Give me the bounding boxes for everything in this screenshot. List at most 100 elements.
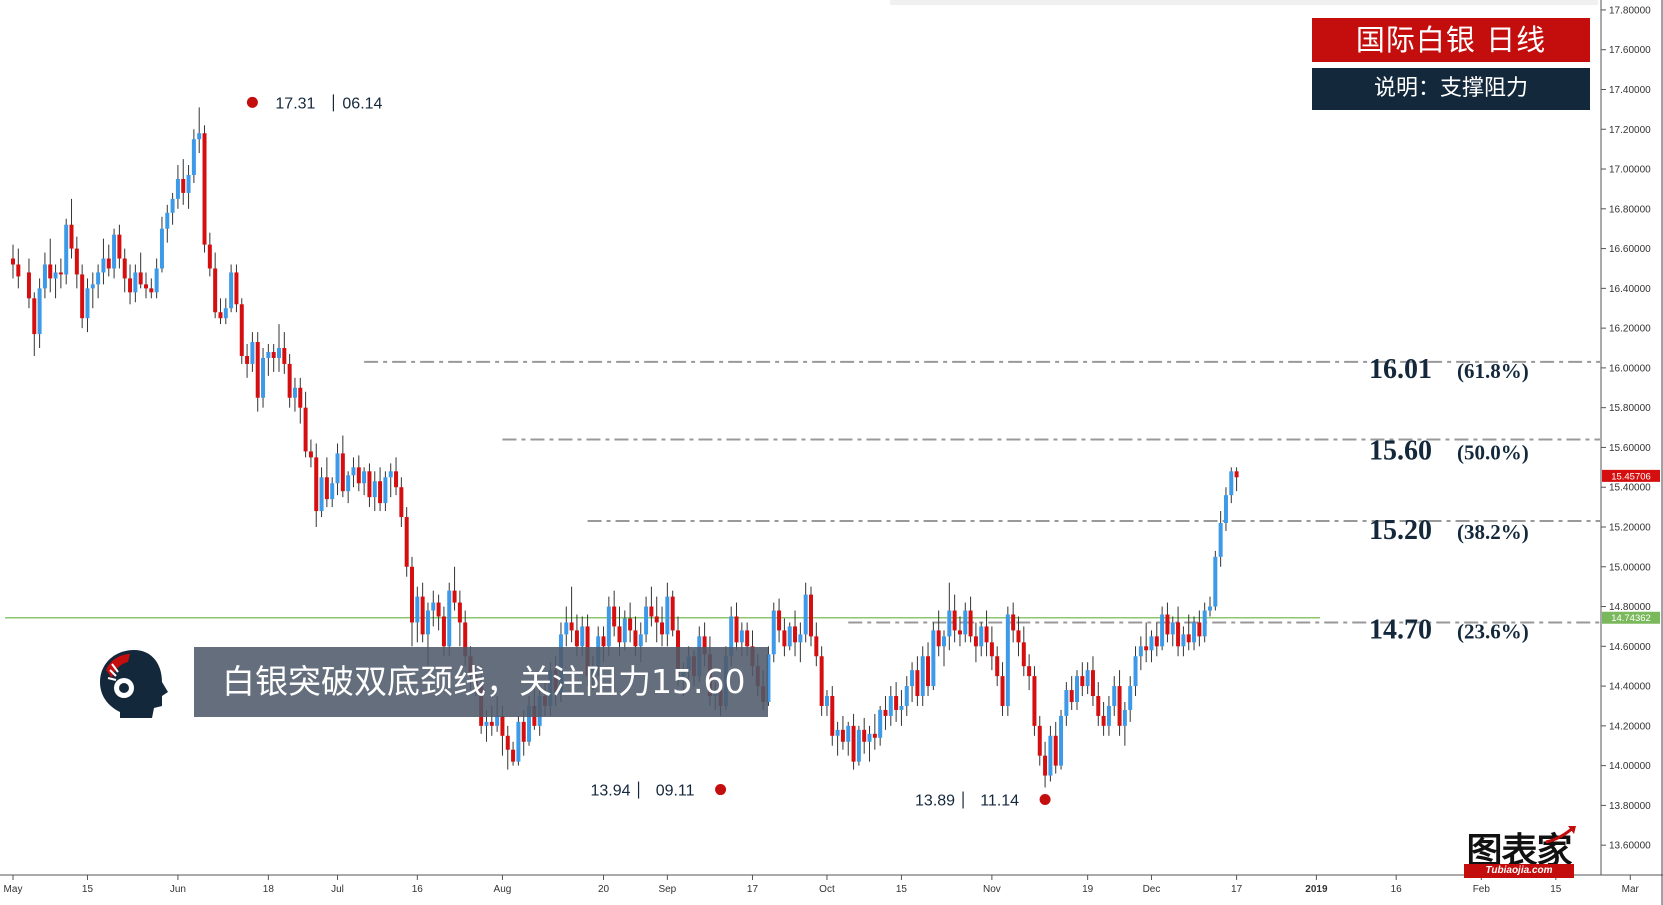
candle-body bbox=[1234, 471, 1239, 478]
candle-body bbox=[633, 630, 638, 647]
candle-body bbox=[1144, 646, 1149, 651]
candle-body bbox=[42, 264, 47, 289]
y-tick-label: 13.60000 bbox=[1609, 841, 1651, 852]
candle-body bbox=[989, 642, 994, 657]
candle-body bbox=[319, 477, 324, 512]
candle-body bbox=[1064, 690, 1069, 716]
candle-body bbox=[787, 626, 792, 647]
candle-body bbox=[1080, 676, 1085, 687]
candle-body bbox=[1011, 614, 1016, 631]
y-tick-label: 16.80000 bbox=[1609, 204, 1651, 215]
candle-body bbox=[207, 244, 212, 269]
candle-body bbox=[1075, 676, 1079, 702]
candle-body bbox=[1181, 634, 1186, 647]
candle-body bbox=[48, 264, 53, 279]
candle-body bbox=[170, 198, 175, 213]
candle-body bbox=[665, 596, 670, 635]
candle-body bbox=[782, 630, 787, 647]
candle-body bbox=[74, 248, 79, 275]
y-tick-label: 15.80000 bbox=[1609, 403, 1651, 414]
extreme-value-label: 17.31 bbox=[275, 95, 315, 112]
candle-body bbox=[1069, 690, 1074, 702]
candle-body bbox=[277, 348, 281, 358]
candle-body bbox=[1027, 666, 1032, 677]
y-tick-label: 14.40000 bbox=[1609, 682, 1651, 693]
candle-body bbox=[856, 729, 861, 762]
x-tick-label: 16 bbox=[412, 884, 424, 895]
extreme-value-label: 13.94 bbox=[591, 783, 631, 800]
x-tick-label: 20 bbox=[598, 884, 610, 895]
candle-body bbox=[351, 467, 356, 476]
candle-body bbox=[298, 387, 303, 408]
candle-body bbox=[229, 272, 234, 309]
candle-body bbox=[1154, 636, 1159, 647]
candle-body bbox=[1021, 642, 1026, 667]
candle-body bbox=[1000, 676, 1005, 706]
arrow-swoosh-icon bbox=[1545, 825, 1576, 844]
candle-body bbox=[138, 272, 143, 285]
candle-body bbox=[979, 626, 984, 647]
candle-body bbox=[830, 696, 835, 736]
candle-body bbox=[878, 709, 883, 738]
candle-body bbox=[287, 363, 292, 398]
x-tick-label: 15 bbox=[82, 884, 94, 895]
candle-body bbox=[644, 606, 649, 635]
x-tick-label: May bbox=[4, 884, 23, 895]
candle-body bbox=[1170, 622, 1175, 635]
extreme-date-label: 11.14 bbox=[980, 793, 1019, 810]
fib-levels: 16.01 (61.8%) 15.60 (50.0%) 15.20 (38.2%) 14.7… bbox=[5, 354, 1600, 645]
candle-body bbox=[218, 312, 223, 319]
y-tick-label: 14.00000 bbox=[1609, 761, 1651, 772]
y-tick-label: 16.00000 bbox=[1609, 363, 1651, 374]
candle-body bbox=[521, 721, 526, 742]
candle-body bbox=[356, 467, 361, 484]
candle-body bbox=[37, 288, 42, 335]
candle-body bbox=[1048, 735, 1053, 776]
y-tick-label: 15.20000 bbox=[1609, 522, 1651, 533]
candle-body bbox=[1192, 622, 1197, 643]
x-tick-label: Jun bbox=[170, 884, 186, 895]
candle-body bbox=[250, 342, 255, 364]
fib-level-percent: (38.2%) bbox=[1457, 520, 1529, 544]
candle-body bbox=[186, 175, 191, 193]
candle-body bbox=[101, 258, 106, 273]
x-tick-label: Nov bbox=[983, 884, 1001, 895]
top-strip bbox=[890, 0, 1598, 5]
candle-body bbox=[80, 274, 85, 319]
candle-body bbox=[840, 729, 845, 742]
fib-level-value: 15.60 bbox=[1369, 435, 1432, 466]
candle-body bbox=[239, 304, 244, 356]
candle-body bbox=[213, 268, 218, 313]
candle-body bbox=[1133, 656, 1138, 687]
candle-body bbox=[266, 351, 271, 358]
y-tick-label: 14.80000 bbox=[1609, 602, 1651, 613]
candle-body bbox=[415, 596, 420, 623]
x-tick-label: Oct bbox=[819, 884, 835, 895]
fib-level-percent: (23.6%) bbox=[1457, 619, 1529, 643]
current-price-tag-bg bbox=[1602, 469, 1660, 482]
candle-body bbox=[798, 634, 803, 643]
x-tick-label: Sep bbox=[658, 884, 676, 895]
candle-body bbox=[1128, 686, 1133, 710]
candle-body bbox=[223, 308, 228, 319]
candle-body bbox=[505, 735, 510, 750]
candle-body bbox=[69, 224, 74, 249]
candle-body bbox=[1090, 670, 1095, 697]
candle-body bbox=[963, 610, 968, 635]
extreme-marker bbox=[1039, 794, 1051, 805]
fib-level-value: 15.20 bbox=[1369, 515, 1432, 546]
annotation-banner: 白银突破双底颈线，关注阻力15.60 bbox=[194, 647, 768, 717]
candle-body bbox=[457, 602, 462, 623]
candle-body bbox=[367, 471, 372, 498]
candle-body bbox=[777, 610, 782, 631]
candle-body bbox=[308, 451, 313, 458]
candle-body bbox=[516, 721, 521, 762]
extreme-value-label: 13.89 bbox=[915, 793, 955, 810]
fib-level-value: 14.70 bbox=[1369, 614, 1432, 645]
candle-body bbox=[117, 234, 122, 259]
candle-body bbox=[973, 636, 978, 647]
candle-body bbox=[1032, 676, 1037, 726]
candle-body bbox=[926, 656, 931, 687]
